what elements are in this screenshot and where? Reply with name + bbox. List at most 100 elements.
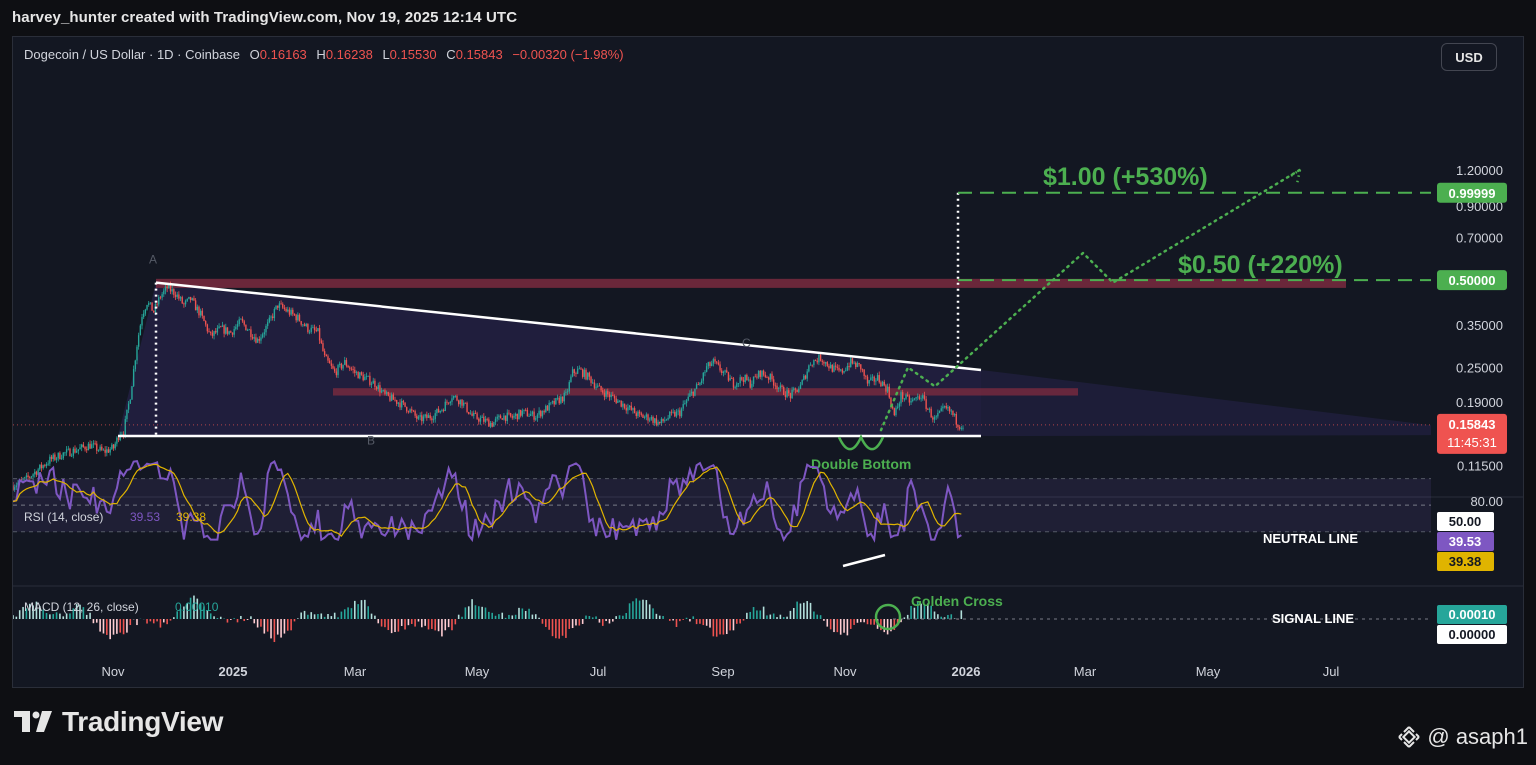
rsi-ma-value: 39.38	[176, 510, 206, 524]
candle-body	[838, 367, 840, 371]
candle-body	[638, 411, 641, 414]
candle-body	[799, 384, 802, 389]
candle-body	[622, 403, 624, 407]
candle-body	[602, 390, 604, 393]
candle-body	[556, 397, 559, 399]
time-axis[interactable]: Nov 2025 Mar May Jul Sep Nov 2026 Mar May Jul	[101, 664, 1339, 679]
chart-frame[interactable]: $1.00 (+530%) $0.50 (+220%) Double Bottom A…	[12, 36, 1524, 688]
candle-body	[856, 363, 859, 368]
candle-body	[945, 406, 947, 409]
candle-body	[923, 395, 926, 400]
candle-body	[468, 411, 470, 414]
candle-body	[109, 449, 111, 453]
candle-body	[905, 394, 907, 399]
candle-body	[308, 331, 311, 333]
macd-histogram-bar	[826, 619, 829, 627]
macd-histogram-bar	[715, 619, 718, 637]
currency-button[interactable]: USD	[1441, 43, 1497, 71]
rsi-axis-text: 39.53	[1449, 534, 1482, 549]
macd-histogram-bar	[230, 619, 232, 620]
candle-body	[142, 313, 145, 318]
candle-body	[667, 417, 669, 420]
macd-histogram-bar	[307, 614, 309, 619]
candle-body	[364, 376, 366, 381]
candle-body	[682, 404, 684, 409]
macd-histogram-bar	[933, 611, 936, 619]
candle-body	[903, 398, 906, 400]
macd-histogram-bar	[618, 615, 621, 619]
candle-body	[881, 381, 884, 387]
triangle-upper-trendline	[155, 281, 982, 372]
candle-body	[303, 324, 306, 326]
candle-body	[563, 392, 565, 402]
candle-body	[603, 392, 606, 397]
candle-body	[657, 421, 659, 425]
rsi-tick: 80.00	[1470, 494, 1503, 509]
candle-body	[843, 371, 845, 373]
macd-histogram-bar	[106, 619, 108, 635]
macd-histogram-bar	[792, 608, 795, 619]
candle-body	[888, 386, 890, 398]
candle-body	[628, 405, 631, 408]
candle-body	[764, 374, 766, 378]
macd-histogram-bar	[317, 614, 319, 619]
candle-body	[476, 413, 478, 419]
candle-body	[323, 351, 326, 355]
candle-body	[774, 385, 777, 387]
symbol-name: Dogecoin / US Dollar · 1D · Coinbase	[24, 47, 241, 62]
candle-body	[873, 376, 875, 382]
candle-body	[206, 324, 209, 332]
tradingview-logo[interactable]: TradingView	[14, 706, 223, 738]
candle-body	[225, 327, 227, 334]
candle-body	[417, 416, 420, 419]
candle-body	[270, 316, 272, 318]
candle-body	[148, 303, 150, 305]
candle-body	[266, 322, 269, 327]
macd-histogram-bar	[668, 619, 671, 621]
macd-histogram-bar	[400, 619, 403, 626]
macd-histogram-bar	[920, 603, 922, 619]
candle-body	[746, 375, 748, 381]
time-tick: Mar	[1074, 664, 1097, 679]
candle-body	[218, 326, 220, 329]
candle-body	[250, 329, 252, 338]
macd-histogram-bar	[424, 619, 426, 626]
macd-histogram-bar	[454, 619, 457, 625]
candle-body	[392, 394, 395, 400]
close-label: C	[446, 47, 456, 62]
candle-body	[374, 380, 376, 387]
candle-body	[117, 437, 120, 441]
chart-canvas[interactable]: $1.00 (+530%) $0.50 (+220%) Double Bottom A…	[13, 37, 1523, 687]
high-label: H	[316, 47, 326, 62]
candle-body	[771, 373, 773, 380]
candle-body	[377, 385, 379, 390]
candle-body	[59, 452, 61, 460]
candle-body	[580, 368, 582, 370]
candle-body	[402, 400, 405, 403]
candle-body	[816, 360, 818, 363]
macd-histogram-bar	[558, 619, 561, 639]
macd-histogram-bar	[534, 614, 537, 619]
price-tick: 0.25000	[1456, 360, 1503, 375]
candle-body	[384, 390, 386, 394]
candle-body	[144, 309, 147, 314]
macd-histogram-bar	[149, 619, 152, 622]
candle-body	[365, 376, 368, 377]
candle-body	[174, 294, 177, 297]
macd-histogram-bar	[196, 598, 199, 619]
candle-body	[741, 377, 743, 380]
macd-histogram-bar	[484, 607, 487, 619]
candle-body	[759, 370, 761, 377]
macd-histogram-bar	[360, 600, 363, 619]
candle-body	[330, 363, 333, 366]
candle-body	[478, 418, 480, 422]
price-axis[interactable]: 1.20000 0.90000 0.70000 0.35000 0.25000 0.190…	[1437, 163, 1507, 473]
point-b-label: B	[367, 433, 375, 447]
macd-histogram-bar	[870, 619, 872, 625]
candle-body	[401, 400, 403, 408]
candle-body	[704, 371, 706, 373]
candle-body	[245, 324, 247, 331]
time-tick: Nov	[833, 664, 857, 679]
time-tick: May	[465, 664, 490, 679]
candle-body	[637, 411, 639, 416]
